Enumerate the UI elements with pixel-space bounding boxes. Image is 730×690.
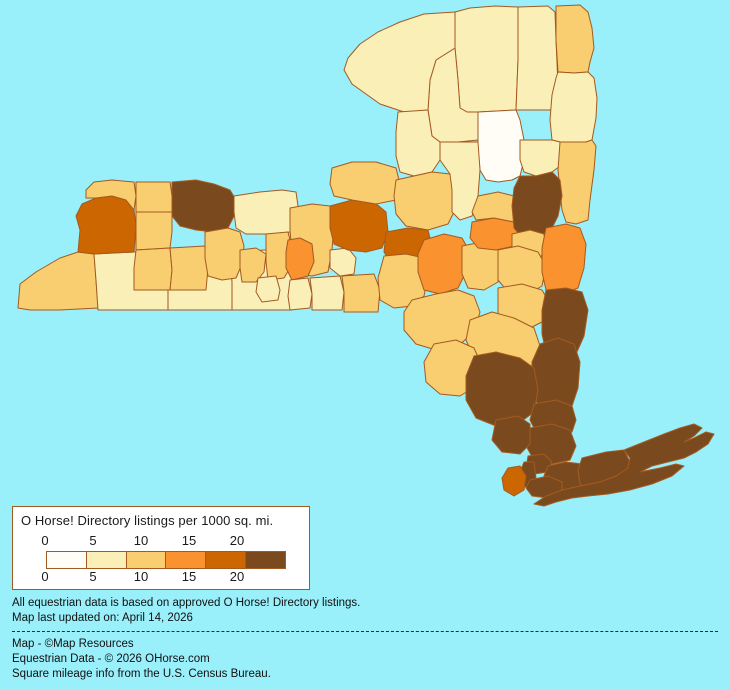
legend-tick-top-10: 10	[133, 533, 149, 548]
county-tioga[interactable]	[309, 275, 345, 311]
county-oneida[interactable]	[393, 171, 459, 231]
legend-tick-top-5: 5	[89, 533, 97, 548]
footer-credit-line-1: Map - ©Map Resources	[12, 638, 134, 650]
county-rensselaer[interactable]	[541, 223, 587, 295]
county-herkimer[interactable]	[439, 141, 481, 221]
county-westchester[interactable]	[525, 423, 577, 465]
legend-ticks-top: 0 5 10 15 20	[41, 533, 285, 549]
legend-color-bar	[46, 551, 286, 569]
footer-divider	[12, 631, 718, 632]
footer-block: All equestrian data is based on approved…	[12, 596, 718, 682]
county-livingston[interactable]	[169, 245, 209, 291]
county-hamilton[interactable]	[477, 109, 525, 183]
legend-tick-top-20: 20	[229, 533, 245, 548]
legend-tick-top-0: 0	[41, 533, 49, 548]
county-chemung[interactable]	[287, 277, 313, 311]
legend-swatch-3	[166, 552, 207, 568]
county-otsego[interactable]	[417, 233, 471, 295]
legend-swatch-1	[86, 552, 127, 568]
footer-credit-line-3: Square mileage info from the U.S. Census…	[12, 668, 271, 680]
footer-credit-line-2: Equestrian Data - © 2026 OHorse.com	[12, 653, 210, 665]
county-orleans[interactable]	[135, 181, 173, 213]
county-essex[interactable]	[549, 71, 598, 143]
footer-note-line-1: All equestrian data is based on approved…	[12, 597, 361, 609]
county-wyoming[interactable]	[133, 247, 173, 291]
county-orange[interactable]	[465, 351, 539, 427]
legend-tick-bottom-0: 0	[41, 569, 49, 584]
county-warren[interactable]	[519, 139, 563, 177]
legend-tick-bottom-10: 10	[133, 569, 149, 584]
county-richmond[interactable]	[501, 465, 527, 497]
county-genesee[interactable]	[135, 211, 173, 251]
footer-note-line-2: Map last updated on: April 14, 2026	[12, 612, 193, 624]
county-niagara[interactable]	[85, 179, 137, 211]
county-suffolk[interactable]	[533, 423, 715, 507]
county-clinton[interactable]	[555, 4, 595, 74]
legend-swatch-2	[126, 552, 167, 568]
county-rockland[interactable]	[491, 415, 531, 455]
county-ontario[interactable]	[204, 227, 245, 281]
county-yates[interactable]	[239, 247, 267, 283]
county-montgomery[interactable]	[469, 217, 519, 251]
legend-ticks-bottom: 0 5 10 15 20	[41, 569, 285, 585]
legend-panel: O Horse! Directory listings per 1000 sq.…	[12, 506, 310, 590]
new-york-county-map[interactable]	[0, 0, 730, 520]
county-erie[interactable]	[75, 195, 137, 255]
legend-tick-top-15: 15	[181, 533, 197, 548]
legend-tick-bottom-5: 5	[89, 569, 97, 584]
county-wayne[interactable]	[233, 189, 299, 235]
county-oswego[interactable]	[329, 161, 401, 205]
legend-tick-bottom-20: 20	[229, 569, 245, 584]
county-layer[interactable]	[17, 4, 715, 507]
legend-tick-bottom-15: 15	[181, 569, 197, 584]
county-jefferson[interactable]	[343, 11, 456, 113]
county-onondaga[interactable]	[329, 199, 389, 253]
county-tompkins[interactable]	[285, 237, 315, 281]
legend-swatch-0	[47, 552, 87, 568]
county-broome[interactable]	[341, 273, 381, 313]
county-schuyler[interactable]	[255, 275, 281, 303]
legend-title: O Horse! Directory listings per 1000 sq.…	[21, 513, 274, 528]
county-st-lawrence[interactable]	[454, 5, 521, 113]
county-albany[interactable]	[497, 245, 547, 295]
legend-swatch-5	[246, 552, 285, 568]
legend-swatch-4	[206, 552, 247, 568]
county-fulton[interactable]	[471, 191, 519, 223]
